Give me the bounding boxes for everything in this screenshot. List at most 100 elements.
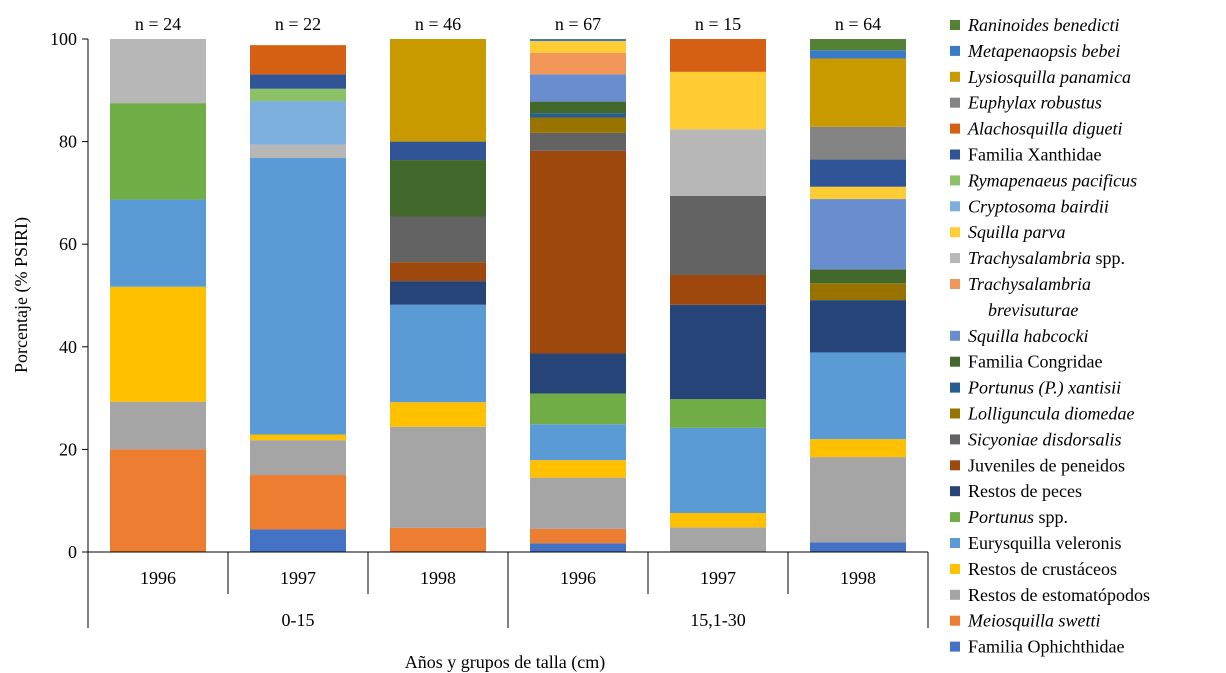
bar-segment xyxy=(670,129,766,196)
bar-segment xyxy=(810,186,906,200)
bar-segment xyxy=(110,39,206,104)
bar-segment xyxy=(110,199,206,287)
sample-size-label: n = 46 xyxy=(415,14,461,34)
x-tick-label: 1996 xyxy=(560,568,596,588)
x-tick-label: 1996 xyxy=(140,568,176,588)
legend-swatch xyxy=(950,123,960,134)
bar-segment xyxy=(810,126,906,160)
legend-swatch xyxy=(950,97,960,108)
legend-swatch xyxy=(950,434,960,445)
bar-segment xyxy=(810,283,906,301)
bar-segment xyxy=(530,117,626,133)
legend-swatch xyxy=(950,408,960,419)
bar-segment xyxy=(810,159,906,187)
legend-swatch xyxy=(950,253,960,264)
bar-segment xyxy=(530,353,626,394)
legend-swatch xyxy=(950,227,960,238)
legend-label: Alachosquilla digueti xyxy=(967,119,1123,139)
bar-segment xyxy=(390,402,486,427)
legend-label: Squilla habcocki xyxy=(968,326,1088,346)
legend-swatch xyxy=(950,71,960,82)
legend-label: Rymapenaeus pacificus xyxy=(967,170,1137,190)
bar-segment xyxy=(530,393,626,425)
x-tick-label: 1998 xyxy=(840,568,876,588)
legend-label: Familia Xanthidae xyxy=(968,145,1101,165)
bar-segment xyxy=(390,426,486,528)
legend-label: Juveniles de peneidos xyxy=(968,455,1125,475)
bar-segment xyxy=(670,513,766,528)
x-axis-title: Años y grupos de talla (cm) xyxy=(405,652,605,673)
sample-size-label: n = 15 xyxy=(695,14,741,34)
legend-label: Metapenaopsis bebei xyxy=(967,41,1120,61)
bar-segment xyxy=(670,39,766,72)
legend-swatch xyxy=(950,175,960,186)
legend-label: Restos de peces xyxy=(968,481,1082,501)
bar-segment xyxy=(110,449,206,552)
bar-segment xyxy=(250,45,346,75)
legend: Raninoides benedicti Metapenaopsis bebei L… xyxy=(950,15,1150,657)
group-label: 0-15 xyxy=(282,610,315,630)
legend-swatch xyxy=(950,149,960,160)
y-tick-label: 60 xyxy=(59,234,77,254)
bar-segment xyxy=(670,527,766,552)
legend-label: brevisuturae xyxy=(988,300,1078,320)
bar-segment xyxy=(250,74,346,89)
bar-segment xyxy=(250,144,346,159)
bar-segment xyxy=(530,543,626,552)
y-tick-label: 80 xyxy=(59,132,77,152)
bar-segment xyxy=(670,195,766,275)
sample-size-label: n = 24 xyxy=(135,14,181,34)
legend-swatch xyxy=(950,330,960,341)
legend-label: Trachysalambria xyxy=(968,274,1091,294)
legend-swatch xyxy=(950,279,960,289)
legend-label: Portunus spp. xyxy=(967,507,1068,527)
bar-segment xyxy=(530,132,626,151)
bar-segment xyxy=(810,39,906,51)
bar-segment xyxy=(250,529,346,552)
bar-segment xyxy=(670,304,766,400)
legend-label: Restos de estomatópodos xyxy=(968,585,1150,605)
bar-segment xyxy=(250,101,346,145)
bar-segment xyxy=(110,401,206,450)
legend-label: Trachysalambria spp. xyxy=(968,248,1125,268)
bar-segment xyxy=(530,528,626,544)
bar-segment xyxy=(810,199,906,270)
bar-segment xyxy=(810,58,906,127)
bar-segment xyxy=(670,274,766,305)
legend-swatch xyxy=(950,538,960,548)
legend-label: Squilla parva xyxy=(968,222,1066,242)
x-tick-label: 1998 xyxy=(420,568,456,588)
y-tick-label: 0 xyxy=(68,542,77,562)
sample-size-label: n = 64 xyxy=(835,14,881,34)
legend-label: Raninoides benedicti xyxy=(967,15,1119,35)
legend-label: Cryptosoma bairdii xyxy=(968,196,1109,216)
legend-swatch xyxy=(950,589,960,600)
legend-label: Portunus (P.) xantisii xyxy=(967,378,1121,399)
bar-segment xyxy=(810,50,906,59)
legend-label: Restos de crustáceos xyxy=(968,559,1117,579)
y-tick-label: 20 xyxy=(59,439,77,459)
bar-segment xyxy=(530,477,626,529)
bar-segment xyxy=(670,399,766,428)
bar-segment xyxy=(810,269,906,284)
bar-segment xyxy=(810,439,906,458)
bar-segment xyxy=(110,286,206,402)
legend-swatch xyxy=(950,512,960,523)
legend-swatch xyxy=(950,356,960,367)
x-tick-label: 1997 xyxy=(280,568,316,588)
bar-segment xyxy=(530,424,626,461)
group-label: 15,1-30 xyxy=(690,610,746,630)
bar-segment xyxy=(810,542,906,552)
legend-swatch xyxy=(950,201,960,212)
bar-segment xyxy=(250,158,346,435)
legend-swatch xyxy=(950,20,960,30)
sample-size-label: n = 67 xyxy=(555,14,601,34)
bar-segment xyxy=(390,141,486,161)
bar-segment xyxy=(810,352,906,440)
bar-segment xyxy=(250,88,346,102)
legend-label: Sicyoniae disdorsalis xyxy=(968,429,1122,449)
y-axis-title: Porcentaje (% PSIRI) xyxy=(11,217,32,373)
bar-segment xyxy=(530,41,626,53)
y-tick-label: 100 xyxy=(50,29,77,49)
